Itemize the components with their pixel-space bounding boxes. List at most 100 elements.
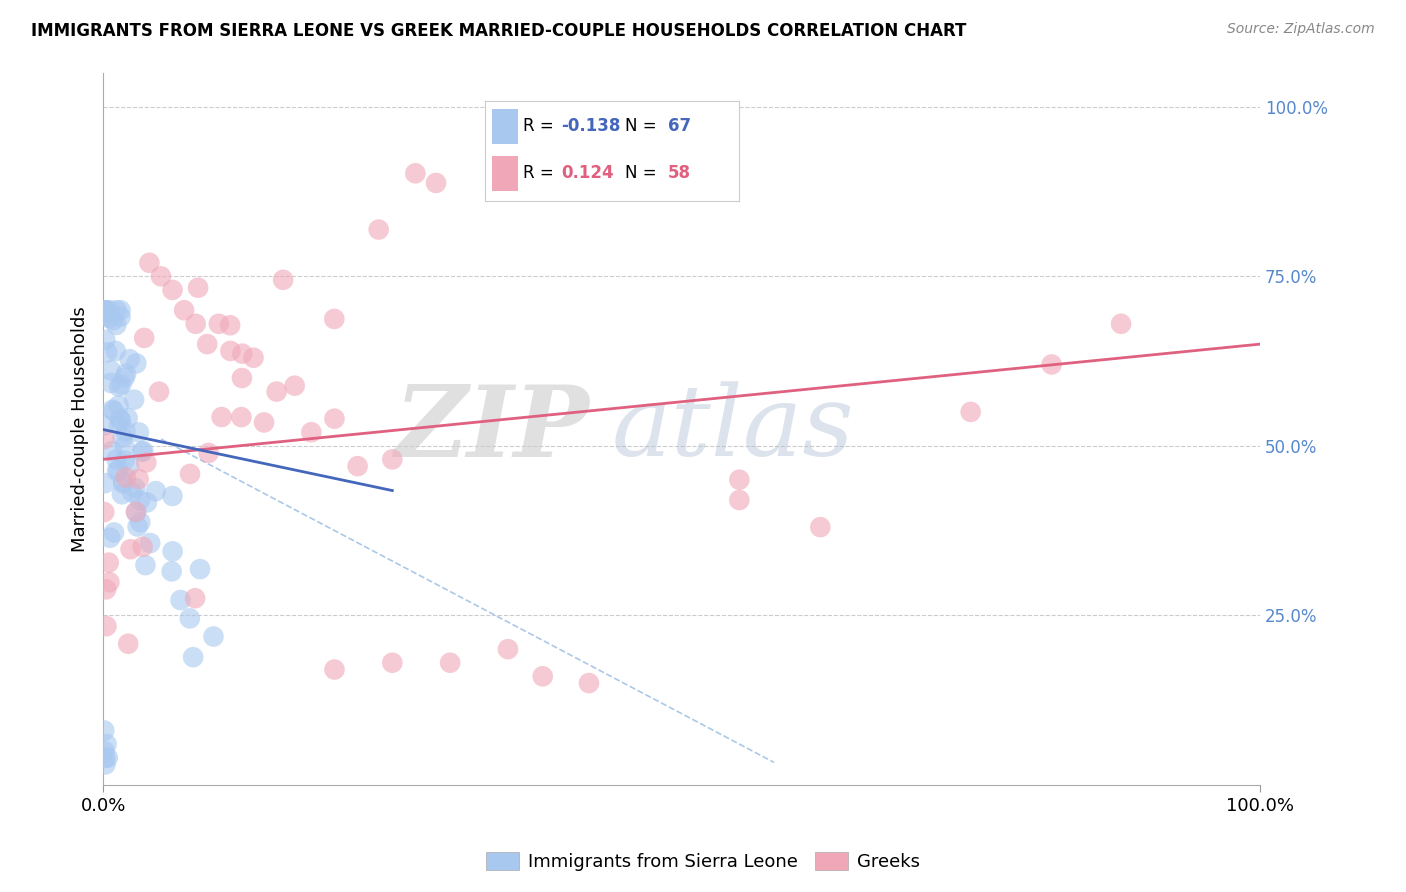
Point [219, 343, 242, 358]
Point [118, 459, 141, 474]
Point [122, 392, 145, 407]
Point [425, 176, 447, 190]
Point [93, 303, 115, 318]
Point [323, 411, 346, 425]
Point [125, 505, 148, 519]
Point [381, 452, 404, 467]
Point [93, 744, 115, 758]
Point [299, 425, 322, 440]
Point [169, 593, 191, 607]
Point [187, 281, 209, 295]
Point [117, 637, 139, 651]
Point [231, 371, 253, 385]
Point [112, 475, 135, 489]
Point [105, 318, 128, 332]
Point [149, 269, 172, 284]
Point [105, 303, 128, 318]
Point [253, 416, 276, 430]
Point [120, 542, 142, 557]
Point [93, 418, 115, 433]
Text: IMMIGRANTS FROM SIERRA LEONE VS GREEK MARRIED-COUPLE HOUSEHOLDS CORRELATION CHAR: IMMIGRANTS FROM SIERRA LEONE VS GREEK MA… [31, 22, 966, 40]
Point [110, 310, 132, 324]
Point [98, 303, 121, 318]
Point [184, 591, 207, 606]
Point [231, 346, 253, 360]
Point [346, 459, 368, 474]
Point [131, 445, 153, 459]
Point [94, 750, 117, 764]
Point [114, 439, 136, 453]
Point [208, 317, 231, 331]
Point [135, 455, 157, 469]
Point [125, 505, 148, 519]
Point [728, 473, 751, 487]
Point [162, 489, 184, 503]
Point [138, 256, 160, 270]
Point [439, 656, 461, 670]
Point [94, 303, 117, 318]
Point [103, 404, 125, 418]
Point [111, 487, 134, 501]
Point [184, 317, 207, 331]
Point [284, 378, 307, 392]
Point [94, 333, 117, 347]
Point [211, 410, 233, 425]
Point [531, 669, 554, 683]
Point [98, 531, 121, 545]
Point [108, 417, 131, 432]
Point [110, 377, 132, 392]
Point [202, 630, 225, 644]
Point [98, 575, 121, 590]
Point [179, 467, 201, 481]
Point [578, 676, 600, 690]
Point [145, 484, 167, 499]
Legend: Immigrants from Sierra Leone, Greeks: Immigrants from Sierra Leone, Greeks [479, 845, 927, 879]
Point [94, 476, 117, 491]
Point [148, 384, 170, 399]
Point [112, 476, 135, 491]
Point [197, 446, 219, 460]
Point [108, 380, 131, 394]
Point [323, 312, 346, 326]
Point [128, 472, 150, 486]
Point [103, 525, 125, 540]
Point [323, 663, 346, 677]
Point [271, 273, 294, 287]
Point [381, 656, 404, 670]
Point [108, 412, 131, 426]
Point [188, 562, 211, 576]
Text: ZIP: ZIP [394, 381, 589, 477]
Point [121, 485, 143, 500]
Point [97, 750, 120, 764]
Point [97, 556, 120, 570]
Point [93, 723, 115, 738]
Point [231, 410, 253, 425]
Point [101, 313, 124, 327]
Y-axis label: Married-couple Households: Married-couple Households [72, 306, 89, 552]
Point [128, 425, 150, 440]
Point [107, 463, 129, 477]
Point [100, 376, 122, 390]
Point [134, 558, 156, 573]
Point [111, 431, 134, 445]
Point [101, 444, 124, 458]
Point [101, 402, 124, 417]
Point [94, 757, 117, 772]
Point [162, 544, 184, 558]
Point [134, 331, 156, 345]
Point [139, 536, 162, 550]
Point [131, 540, 153, 554]
Point [1040, 358, 1063, 372]
Point [107, 399, 129, 413]
Point [104, 343, 127, 358]
Point [96, 619, 118, 633]
Point [118, 352, 141, 367]
Point [100, 363, 122, 377]
Point [115, 470, 138, 484]
Point [96, 737, 118, 751]
Point [728, 493, 751, 508]
Point [496, 642, 519, 657]
Point [128, 493, 150, 508]
Point [181, 650, 204, 665]
Point [115, 367, 138, 381]
